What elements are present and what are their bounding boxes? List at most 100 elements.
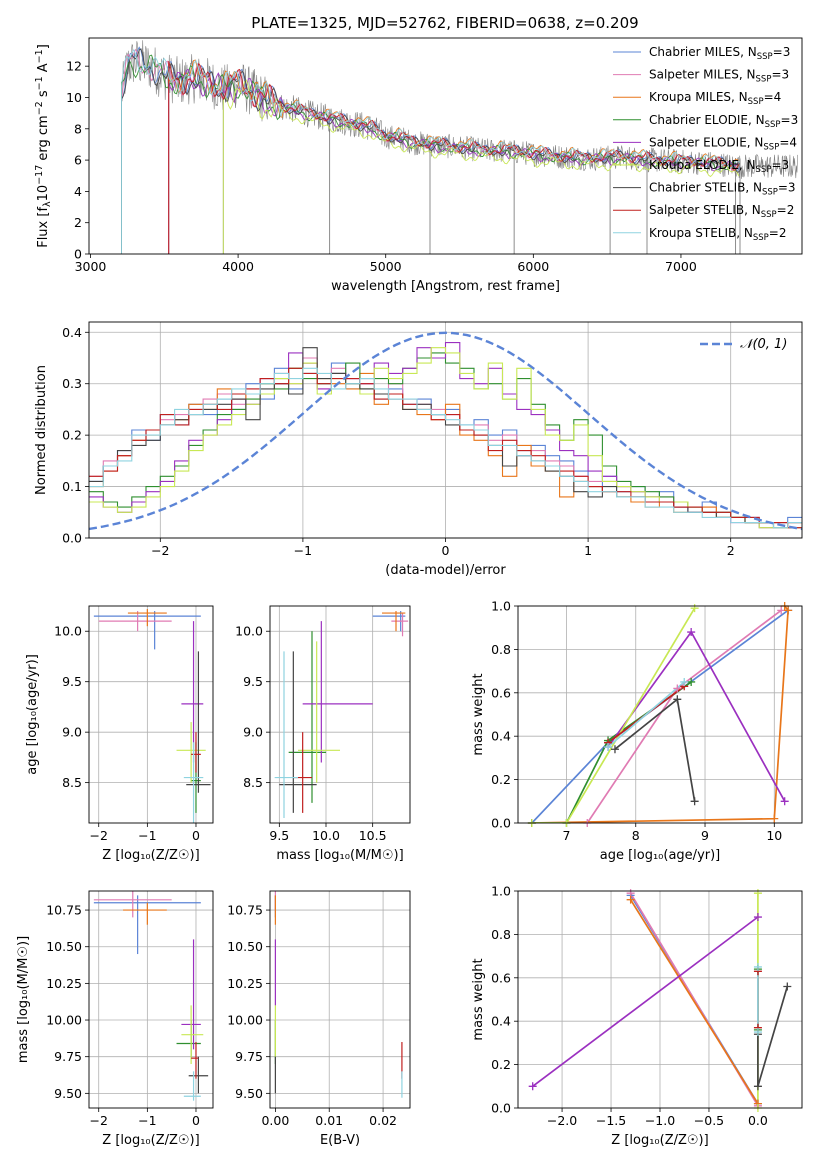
- histogram-step-line: [89, 347, 802, 529]
- plot-content: [89, 331, 802, 531]
- y-tick-label: 0.2: [491, 1057, 511, 1072]
- y-tick-label: 10.25: [227, 976, 263, 991]
- y-tick-label: 0.4: [491, 729, 511, 744]
- x-tick-label: −1: [138, 1113, 156, 1128]
- y-tick-label: 6: [74, 153, 82, 168]
- plot-area: [89, 891, 213, 1108]
- y-tick-label: 10.75: [227, 903, 263, 918]
- y-axis-label-part: λ: [42, 201, 53, 207]
- y-axis-label: Normed distribution: [34, 365, 49, 495]
- legend-label-count: =2: [777, 203, 795, 217]
- legend-label-sub: SSP: [762, 188, 778, 198]
- y-tick-label: 10.75: [46, 903, 82, 918]
- age-vs-mass-panel: 9.5 10.0 10.5 8.5 9.0 9.5 10.0 mass [log₁₀(M/M☉…: [235, 605, 411, 863]
- y-tick-label: 10.0: [54, 624, 82, 639]
- x-tick-label: −2: [151, 543, 169, 558]
- x-axis-label: Z [log₁₀(Z/Z☉)]: [102, 848, 199, 863]
- mass-weight-line: [629, 899, 759, 1105]
- legend-label-name: Kroupa ELODIE, N: [649, 158, 756, 172]
- y-tick-label: 12: [66, 59, 82, 74]
- normal-distribution-curve: [89, 331, 802, 531]
- x-tick-label: −1: [138, 828, 156, 843]
- y-axis-label: age [log₁₀(age/yr)]: [25, 654, 40, 775]
- mass-weight-line: [531, 607, 696, 823]
- plot-content: [121, 40, 798, 254]
- legend-label: Chabrier MILES, NSSP=3: [649, 45, 790, 62]
- x-tick-label: 2: [727, 543, 735, 558]
- x-tick-label: −1.0: [645, 1113, 675, 1128]
- x-tick-label: 0.0: [748, 1113, 768, 1128]
- x-tick-label: 0.00: [261, 1113, 289, 1128]
- x-tick-label: −0.5: [694, 1113, 724, 1128]
- x-axis-label: mass [log₁₀(M/M☉)]: [276, 848, 403, 863]
- x-tick-label: 0: [192, 1113, 200, 1128]
- legend-label: Kroupa STELIB, NSSP=2: [649, 226, 787, 243]
- x-tick-label: 8: [632, 828, 640, 843]
- mass-weight-line: [531, 606, 789, 823]
- legend-label-sub: SSP: [748, 97, 764, 107]
- legend-label-name: Chabrier STELIB, N: [649, 181, 762, 195]
- legend-label: 𝒩(0, 1): [740, 337, 787, 352]
- y-axis-label: mass weight: [471, 673, 486, 755]
- y-tick-label: 10: [66, 90, 82, 105]
- axes-frame: [88, 321, 803, 539]
- mass-weight-marker: [770, 814, 779, 823]
- residual-histogram-panel: −2 −1 0 1 2 0.0 0.1 0.2 0.3 0.4 (data-model)/error…: [34, 321, 803, 578]
- x-tick-label: 0.01: [315, 1113, 343, 1128]
- legend-label-sub: SSP: [756, 165, 772, 175]
- y-tick-label: 10.0: [235, 624, 263, 639]
- plot-area: [270, 606, 410, 823]
- legend-label-sub: SSP: [765, 120, 781, 130]
- mass-weight-marker: [687, 677, 696, 686]
- mass-weight-marker: [680, 677, 689, 686]
- y-tick-label: 10.25: [46, 976, 82, 991]
- y-tick-label: 9.50: [54, 1086, 82, 1101]
- legend-label-count: =3: [771, 68, 789, 82]
- y-tick-label: 10.00: [46, 1013, 82, 1028]
- axes-frame: [517, 890, 803, 1109]
- x-tick-label: −1: [294, 543, 312, 558]
- legend-label-count: =3: [778, 181, 796, 195]
- y-tick-label: 8: [74, 121, 82, 136]
- legend-label-count: =2: [769, 226, 787, 240]
- y-tick-label: 10.50: [46, 939, 82, 954]
- x-tick-label: 7000: [665, 259, 697, 274]
- y-tick-label: 8.5: [62, 775, 82, 790]
- x-axis-label: wavelength [Angstrom, rest frame]: [331, 279, 560, 294]
- mass-weight-vs-age-panel: 7 8 9 10 0.0 0.2 0.4 0.6 0.8 1.0 age [log₁₀(age/yr…: [471, 599, 803, 863]
- x-tick-label: 1: [584, 543, 592, 558]
- axes-frame: [269, 890, 411, 1109]
- axes-frame: [88, 605, 214, 824]
- plot-area: [89, 606, 213, 823]
- legend-label-name: Salpeter MILES, N: [649, 68, 756, 82]
- x-tick-label: 4000: [222, 259, 254, 274]
- y-axis-label: Flux [fλ10−17 erg cm−2 s−1 A−1]: [34, 44, 53, 248]
- mass-weight-line: [607, 681, 685, 748]
- mass-weight-marker: [610, 745, 619, 754]
- legend-label-name: Kroupa STELIB, N: [649, 226, 753, 240]
- y-tick-label: 8.5: [243, 775, 263, 790]
- x-axis-label: Z [log₁₀(Z/Z☉)]: [102, 1133, 199, 1148]
- y-tick-label: 0.4: [491, 1014, 511, 1029]
- axes-frame: [88, 37, 803, 255]
- y-tick-label: 9.75: [54, 1049, 82, 1064]
- y-axis-label-part: 10: [36, 185, 51, 202]
- y-tick-label: 0.8: [491, 927, 511, 942]
- y-axis-label-part: −2: [34, 101, 45, 115]
- legend-label-count: =3: [773, 45, 791, 59]
- x-tick-label: −2: [90, 1113, 108, 1128]
- axes-frame: [517, 605, 803, 824]
- model-spectrum-line: [121, 48, 740, 254]
- y-tick-label: 0.4: [62, 325, 82, 340]
- mass-vs-extinction-panel: 0.00 0.01 0.02 9.50 9.75 10.00 10.25 10.50 10.75…: [227, 890, 411, 1148]
- legend-label-sub: SSP: [761, 210, 777, 220]
- y-axis-label: mass [log₁₀(M/M☉)]: [16, 936, 31, 1063]
- histogram-step-line: [89, 367, 802, 529]
- model-spectrum-line: [168, 68, 740, 254]
- legend-label-name: Chabrier MILES, N: [649, 45, 757, 59]
- x-tick-label: 3000: [75, 259, 107, 274]
- mass-weight-marker: [780, 797, 789, 806]
- legend-label-name: Salpeter ELODIE, N: [649, 135, 763, 149]
- y-tick-label: 0.1: [62, 479, 82, 494]
- x-tick-label: 10.5: [359, 828, 387, 843]
